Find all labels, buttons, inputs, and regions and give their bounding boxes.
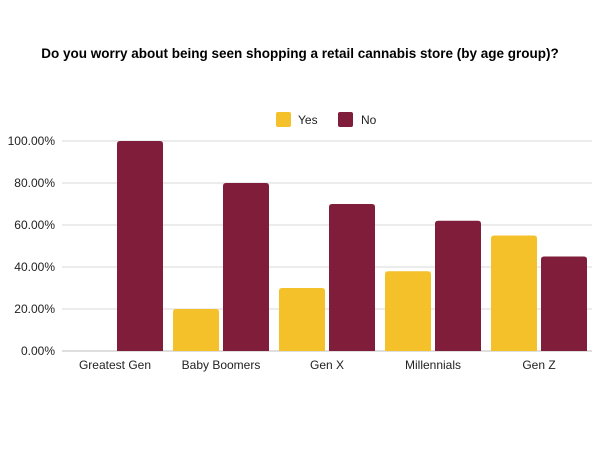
legend-swatch-no [338,112,353,127]
y-tick-label: 80.00% [14,176,55,190]
y-tick-label: 40.00% [14,260,55,274]
bar-millennials-no [435,220,481,351]
y-axis-ticks: 0.00% 20.00% 40.00% 60.00% 80.00% 100.00% [8,134,56,358]
y-tick-label: 60.00% [14,218,55,232]
x-tick-label: Gen X [310,358,344,372]
bars [117,141,587,351]
bar-baby-boomers-no [223,183,269,351]
bar-baby-boomers-yes [173,309,219,351]
legend-label-yes: Yes [298,113,318,127]
x-tick-label: Baby Boomers [182,358,261,372]
bar-gen-x-yes [279,288,325,351]
y-tick-label: 0.00% [21,344,55,358]
x-tick-label: Greatest Gen [79,358,151,372]
legend-label-no: No [361,113,377,127]
bar-gen-z-no [541,256,587,351]
chart-title: Do you worry about being seen shopping a… [41,46,559,61]
bar-gen-z-yes [491,235,537,351]
x-axis-labels: Greatest Gen Baby Boomers Gen X Millennials… [79,358,556,372]
bar-greatest-gen-no [117,141,163,351]
bar-gen-x-no [329,204,375,351]
bar-millennials-yes [385,271,431,351]
legend-swatch-yes [276,112,291,127]
x-tick-label: Gen Z [522,358,555,372]
x-tick-label: Millennials [405,358,461,372]
y-tick-label: 100.00% [8,134,56,148]
legend: Yes No [276,112,377,127]
y-tick-label: 20.00% [14,302,55,316]
